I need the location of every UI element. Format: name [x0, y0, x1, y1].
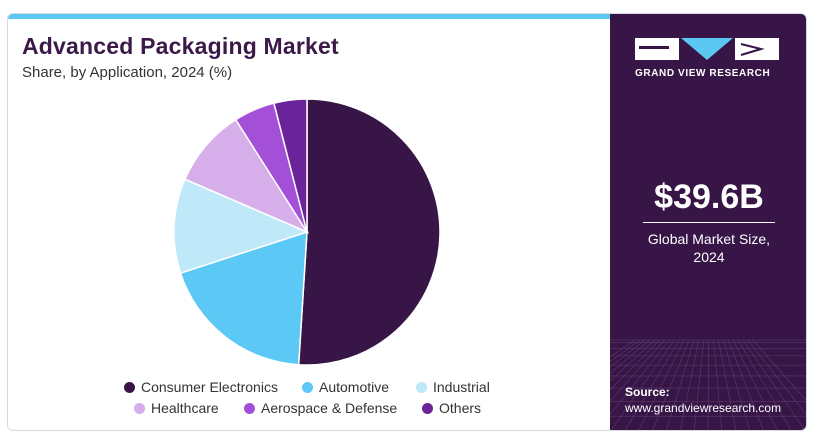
- grid-line: [752, 339, 806, 401]
- pie-slice-others: [273, 98, 308, 233]
- chart-panel: Advanced Packaging Market Share, by Appl…: [8, 14, 610, 430]
- accent-bar: [8, 14, 610, 19]
- pie-slice-industrial: [173, 178, 310, 275]
- grid-line: [610, 339, 646, 368]
- chart-title: Advanced Packaging Market: [22, 33, 339, 59]
- legend-label: Industrial: [433, 379, 490, 395]
- grid-line: [737, 339, 792, 430]
- grid-line: [680, 339, 700, 430]
- grid-line: [610, 339, 655, 382]
- legend-item: Healthcare: [134, 400, 219, 416]
- grid-line: [638, 339, 685, 430]
- legend-label: Healthcare: [151, 400, 219, 416]
- grid-line: [666, 339, 695, 430]
- legend-swatch: [422, 403, 433, 414]
- summary-panel: GRAND VIEW RESEARCH $39.6B Global Market…: [610, 14, 806, 430]
- infographic-card: Advanced Packaging Market Share, by Appl…: [7, 13, 807, 431]
- market-size-label-line2: 2024: [693, 249, 725, 265]
- legend-item: Aerospace & Defense: [244, 400, 397, 416]
- grid-line: [693, 339, 705, 430]
- grid-line: [742, 339, 805, 430]
- legend-swatch: [416, 382, 427, 393]
- legend-item: Automotive: [302, 379, 389, 395]
- legend-swatch: [244, 403, 255, 414]
- decorative-grid: [610, 339, 806, 430]
- grid-line: [747, 339, 806, 415]
- grid-line: [610, 339, 641, 362]
- chart-subtitle: Share, by Application, 2024 (%): [22, 64, 233, 81]
- legend-label: Others: [439, 400, 482, 416]
- grid-line: [610, 339, 670, 415]
- grid-line: [707, 339, 709, 430]
- source-label: Source:: [625, 385, 670, 399]
- grid-line: [713, 339, 723, 430]
- market-size-label: Global Market Size, 2024: [610, 230, 806, 266]
- grid-line: [652, 339, 690, 430]
- grid-line: [611, 339, 675, 430]
- legend-label: Automotive: [319, 379, 390, 395]
- grid-line: [727, 339, 764, 430]
- grid-line: [610, 339, 636, 358]
- grid-line: [610, 339, 665, 402]
- source-url: www.grandviewresearch.com: [625, 401, 782, 415]
- grid-line: [624, 339, 680, 430]
- legend-label: Aerospace & Defense: [261, 400, 398, 416]
- pie-chart: [173, 98, 441, 366]
- grid-line: [610, 339, 651, 374]
- grid-line: [718, 339, 736, 430]
- market-size-label-line1: Global Market Size,: [647, 231, 771, 247]
- legend-swatch: [302, 382, 313, 393]
- legend-label: Consumer Electronics: [141, 379, 278, 395]
- market-size-value: $39.6B: [654, 178, 764, 216]
- grid-line: [732, 339, 778, 430]
- grid-line: [610, 339, 660, 391]
- pie-slice-automotive: [179, 230, 308, 366]
- legend-item: Others: [422, 400, 481, 416]
- legend-item: Industrial: [416, 379, 490, 395]
- pie-slice-consumer-electronics: [297, 98, 441, 366]
- grand-view-research-logo: [635, 38, 779, 60]
- legend-swatch: [134, 403, 145, 414]
- legend-swatch: [124, 382, 135, 393]
- brand-name: GRAND VIEW RESEARCH: [635, 68, 771, 79]
- value-divider: [643, 222, 775, 223]
- pie-slice-healthcare: [183, 118, 309, 234]
- grid-line: [723, 339, 750, 430]
- legend-item: Consumer Electronics: [124, 379, 278, 395]
